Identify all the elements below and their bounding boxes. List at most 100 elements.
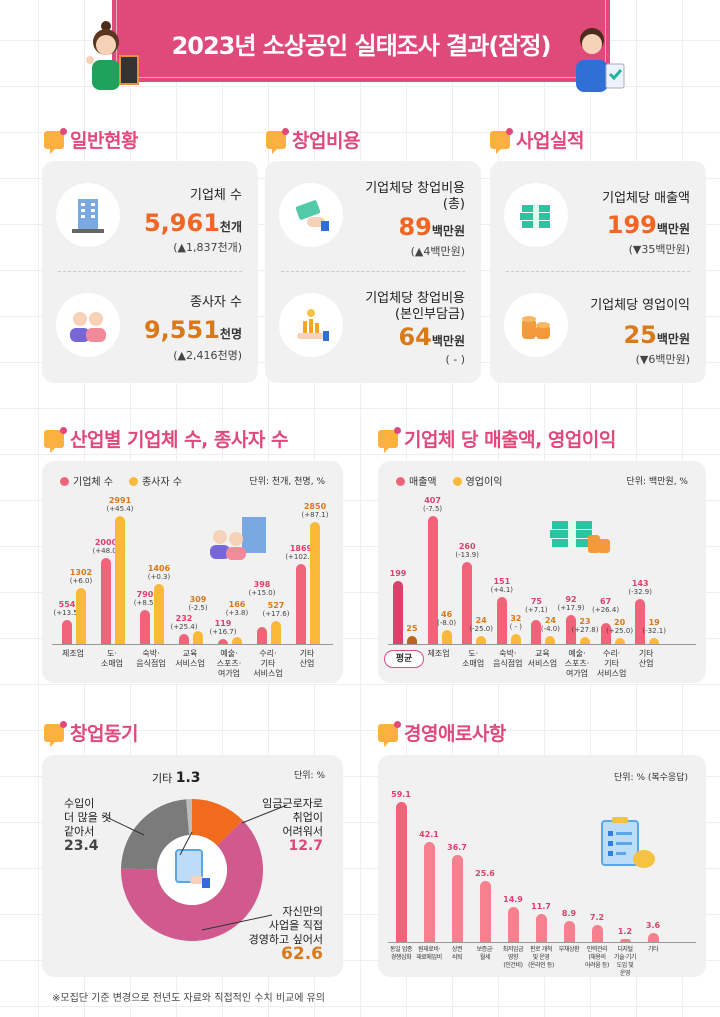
section-title-performance: 사업실적 (490, 126, 584, 154)
change-text: (+17.6) (262, 610, 290, 619)
change-text: (+4.1) (490, 585, 514, 594)
value-label: 1406 (+0.3) (148, 564, 170, 582)
bar-secondary (271, 621, 281, 644)
category-label: 최저임금 영향 (인건비) (502, 946, 524, 969)
value-text: 46 (441, 609, 453, 619)
unit-note: 단위: % (복수응답) (613, 773, 688, 783)
speech-bubble-icon (378, 426, 401, 453)
change-text: (+48.0) (92, 547, 120, 556)
change-text: (-25.0) (469, 625, 493, 634)
value-label: 67 (+26.4) (592, 597, 619, 615)
stat-change: (▲1,837천개) (173, 241, 242, 254)
section-title-text: 창업동기 (70, 723, 138, 745)
stat-change: (▲2,416천명) (173, 349, 242, 362)
value-text: 19 (648, 618, 660, 628)
value-text: 398 (253, 579, 271, 589)
bar-primary (600, 622, 611, 644)
unit-note: 단위: 백만원, % (626, 477, 688, 487)
bar-secondary (310, 522, 320, 644)
category-label: 수리· 기타 서비스업 (253, 649, 283, 678)
category-label: 부채상환 (558, 946, 580, 953)
change-text: (-32.1) (642, 627, 666, 636)
change-text: (+16.7) (209, 627, 237, 636)
change-text: (+26.4) (592, 605, 620, 614)
stat-own-cost: 기업체당 창업비용 (본인부담금) 64백만원 ( - ) (265, 273, 481, 383)
difficulties-chart-card: 단위: % (복수응답) 59.1 동일 업종 경쟁심화 42.1 원재료비· 재료매… (378, 755, 706, 977)
value-text: 1302 (69, 568, 93, 578)
legend-item: 영업이익 (452, 473, 502, 488)
change-text: (+25.4) (170, 623, 198, 632)
value-label: 42.1 (419, 830, 439, 840)
section-title-text: 기업체 당 매출액, 영업이익 (404, 429, 616, 451)
stat-change: (▲4백만원) (410, 245, 465, 258)
startup-cost-card: 기업체당 창업비용 (총) 89백만원 (▲4백만원) 기업체당 창업비용 (본… (265, 161, 481, 383)
footnote: ※모집단 기준 변경으로 전년도 자료와 직접적인 수치 비교에 유의 (52, 993, 326, 1004)
value-label: 2991 (+45.4) (107, 496, 134, 514)
bar-secondary (193, 630, 203, 644)
bar-primary (427, 516, 438, 644)
title-banner: 2023년 소상공인 실태조사 결과(잠정) (112, 0, 610, 82)
value-label: 2000 (+48.0) (93, 538, 120, 556)
stat-value: 89 (398, 213, 432, 241)
pie-label-wage: 임금근로자로 취업이 어려워서 12.7 (262, 797, 323, 854)
value-label: 11.7 (531, 902, 551, 912)
value-label: 20 (+25.0) (606, 618, 633, 636)
category-label: 원재료비· 재료매입비 (416, 946, 442, 961)
bar-secondary (580, 636, 590, 644)
value-text: 407 (424, 496, 441, 505)
stat-firms: 기업체 수 5,961천개 (▲1,837천개) (42, 161, 258, 271)
bar (508, 906, 519, 942)
bar-secondary (649, 638, 660, 644)
speech-bubble-icon (378, 720, 401, 747)
change-text: (-7.5) (423, 505, 443, 513)
cash-stack-icon (504, 183, 568, 247)
section-title-sales: 기업체 당 매출액, 영업이익 (378, 425, 616, 453)
value-label: 8.9 (561, 908, 577, 918)
category-label: 판로 개척 및 운영 (온라인 등) (528, 946, 554, 969)
unit-note: 단위: 천개, 천명, % (249, 477, 325, 487)
category-label: 수리· 기타 서비스업 (596, 649, 627, 678)
bar (648, 933, 659, 942)
general-card: 기업체 수 5,961천개 (▲1,837천개) 종사자 수 9,551천명 (… (42, 161, 258, 383)
value-text: 260 (458, 542, 476, 552)
value-text: 199 (389, 569, 407, 579)
change-text: (-4.0) (540, 625, 560, 634)
value-label: 1869 (+102.3) (285, 544, 316, 562)
category-label: 동일 업종 경쟁심화 (390, 946, 412, 961)
difficulties-bar-chart: 59.1 동일 업종 경쟁심화 42.1 원재료비· 재료매입비 36.7 상권 쇠퇴 25… (378, 755, 706, 977)
stat-change: (▼35백만원) (628, 243, 690, 256)
divider (281, 271, 465, 272)
page-title: 2023년 소상공인 실태조사 결과(잠정) (171, 32, 552, 60)
value-label: 398 (+15.0) (249, 580, 276, 598)
bar-primary (140, 610, 150, 644)
stat-change: ( - ) (445, 353, 465, 366)
value-label: 32( - ) (510, 614, 522, 632)
category-label: 제조업 (61, 649, 85, 658)
value-text: 67 (600, 596, 612, 606)
value-label: 1.2 (617, 927, 633, 937)
value-label: 46 (-8.0) (437, 610, 456, 628)
category-label: 숙박· 음식점업 (136, 649, 166, 668)
value-label: 24 (-4.0) (541, 616, 560, 634)
section-title-general: 일반현황 (44, 126, 138, 154)
x-axis (52, 644, 333, 645)
value-text: 554 (58, 600, 76, 610)
bar-secondary (545, 636, 556, 644)
office-building-icon (56, 183, 120, 247)
value-label: 24 (-25.0) (469, 616, 493, 634)
stat-value: 5,961 (143, 209, 220, 237)
coin-stack-icon (504, 293, 568, 357)
change-text: (-2.5) (188, 603, 208, 612)
speech-bubble-icon (44, 720, 67, 747)
value-label: 7.2 (589, 912, 605, 922)
value-text: 25 (406, 624, 418, 634)
value-label: 554 (+13.5) (54, 600, 81, 618)
change-text: (+8.5) (133, 599, 157, 608)
value-text: 24 (544, 616, 556, 626)
value-label: 143 (-32.9) (628, 579, 652, 597)
divider (506, 271, 690, 272)
stat-unit: 백만원 (431, 334, 465, 348)
pie-label-other: 기타 1.3 (152, 770, 201, 786)
motive-donut-chart (101, 799, 288, 941)
divider (58, 271, 242, 272)
